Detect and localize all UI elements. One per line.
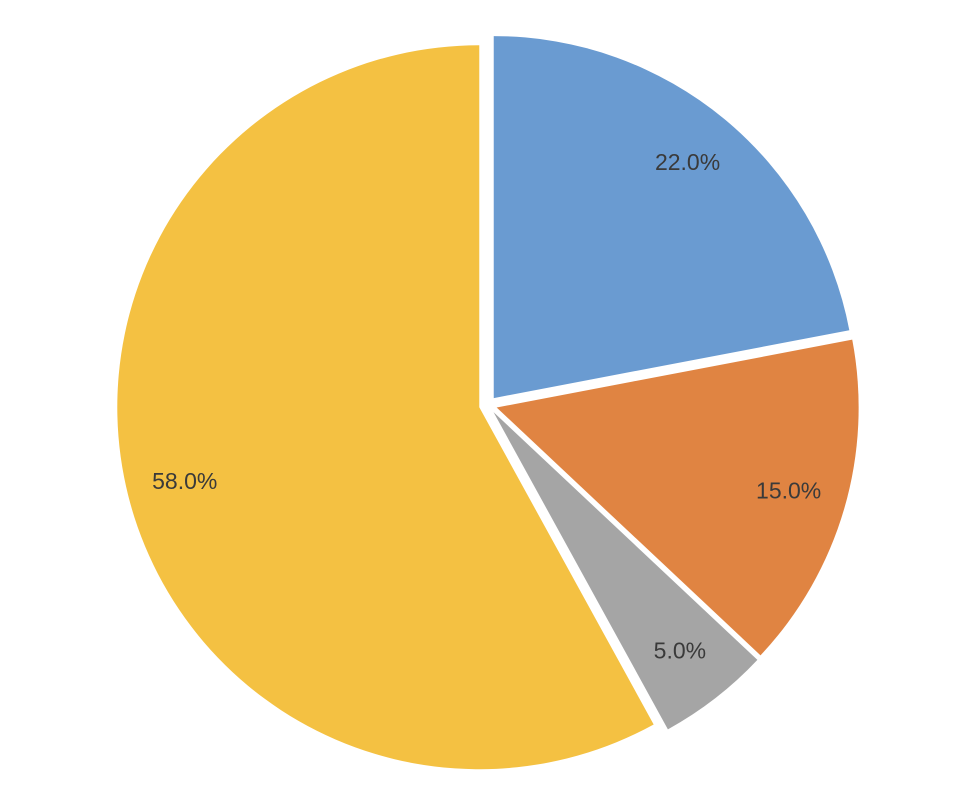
pie-slice: [496, 339, 859, 656]
data-label: 22.0%: [655, 149, 720, 175]
pie-slice: [493, 412, 758, 730]
data-label: 5.0%: [654, 637, 706, 663]
data-label: 58.0%: [152, 468, 217, 494]
pie-slice: [117, 45, 654, 770]
data-label: 15.0%: [756, 477, 821, 503]
pie-slice: [493, 36, 850, 399]
